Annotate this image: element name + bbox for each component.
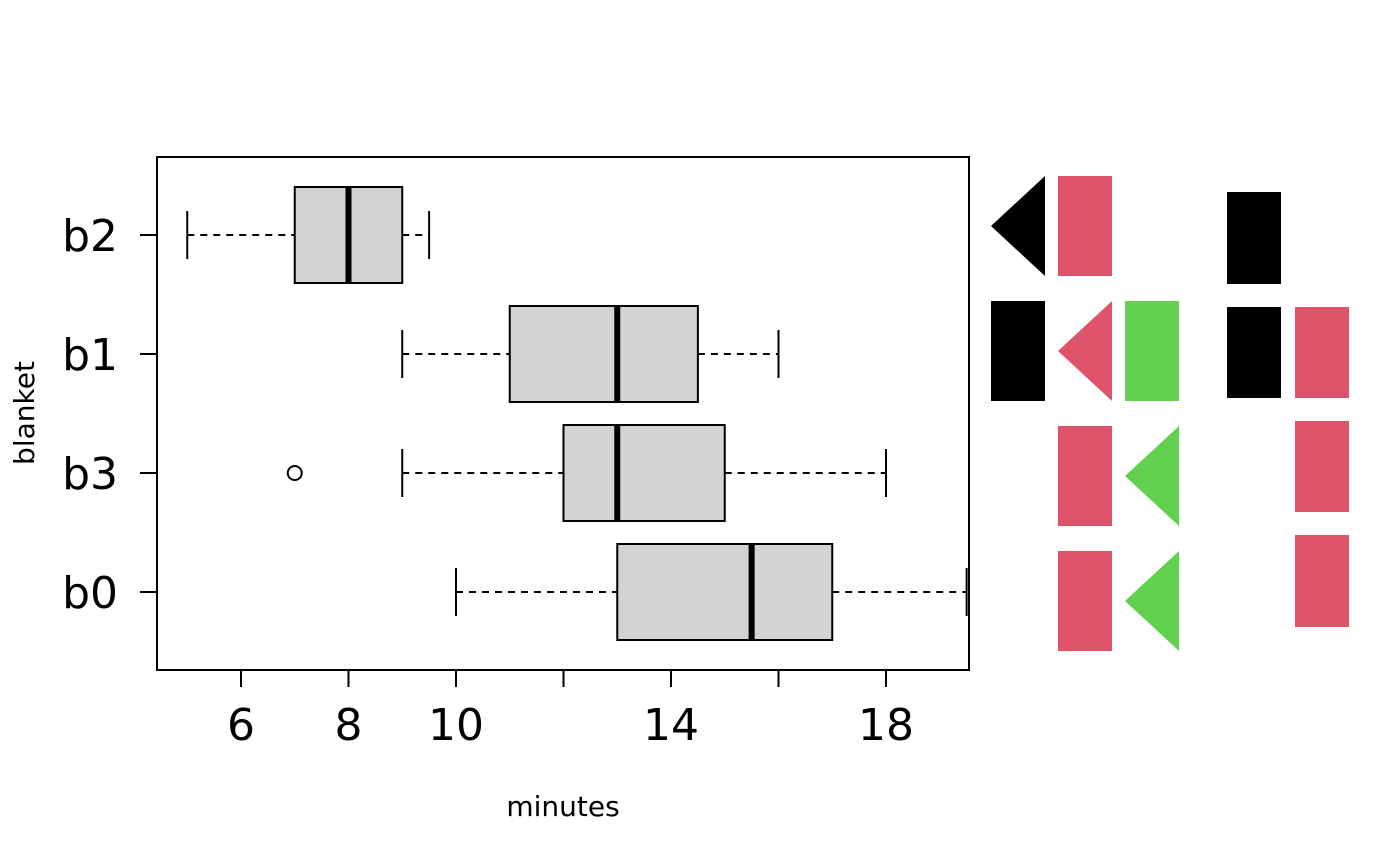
x-axis: 6 8 10 14 18	[227, 669, 914, 751]
boxplot-marks	[186, 186, 968, 641]
y-tick-label: b3	[62, 449, 118, 500]
glyph-red-rect	[1058, 551, 1112, 651]
x-tick-label: 6	[227, 700, 255, 751]
glyph-red-rect	[1295, 421, 1349, 512]
glyph-green-triangle	[1125, 551, 1179, 651]
glyph-black-rect	[1227, 307, 1281, 398]
glyph-red-rect	[1295, 535, 1349, 627]
box-iqr	[508, 305, 699, 403]
x-tick-label: 18	[858, 700, 914, 751]
glyph-green-triangle	[1125, 426, 1179, 526]
glyph-black-triangle	[991, 176, 1045, 276]
box-b0	[455, 543, 968, 641]
glyph-red-rect	[1295, 307, 1349, 398]
y-tick-label: b2	[62, 211, 118, 262]
box-b2	[186, 186, 431, 284]
x-tick-label: 14	[643, 700, 699, 751]
box-b3	[286, 424, 887, 522]
box-iqr	[562, 424, 726, 522]
glyph-green-rect	[1125, 301, 1179, 401]
box-iqr	[616, 543, 834, 641]
glyph-red-rect	[1058, 176, 1112, 276]
glyph-red-rect	[1058, 426, 1112, 526]
plot-frame	[156, 156, 970, 671]
side-glyph-panel	[991, 176, 1349, 651]
box-b1	[401, 305, 780, 403]
x-tick-label: 8	[335, 700, 363, 751]
glyph-black-rect	[991, 301, 1045, 401]
outlier-point	[286, 465, 303, 481]
glyph-black-rect	[1227, 192, 1281, 284]
x-tick-label: 10	[428, 700, 484, 751]
y-axis: b0 b3 b1 b2	[62, 211, 158, 619]
y-tick-label: b1	[62, 330, 118, 381]
glyph-red-triangle	[1058, 301, 1112, 401]
x-axis-title: minutes	[506, 790, 619, 823]
y-tick-label: b0	[62, 568, 118, 619]
y-axis-title: blanket	[8, 361, 41, 465]
